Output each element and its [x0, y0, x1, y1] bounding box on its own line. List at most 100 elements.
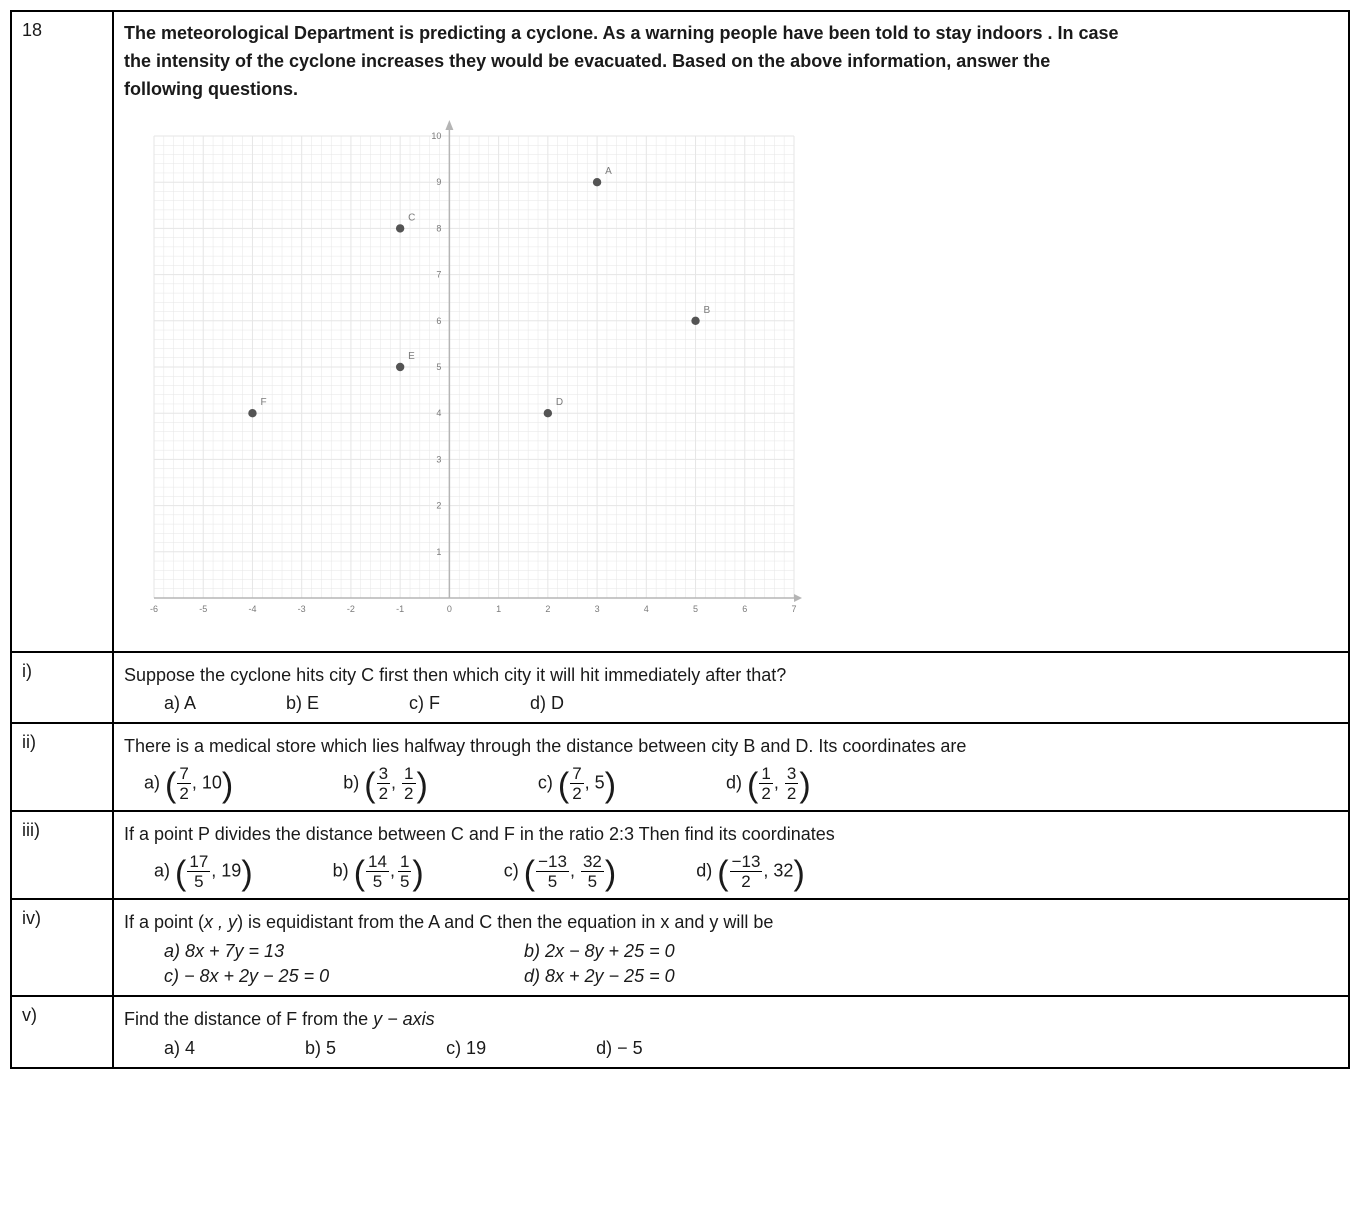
svg-text:-5: -5: [199, 604, 207, 614]
row-q3: iii) If a point P divides the distance b…: [11, 811, 1349, 899]
svg-text:-4: -4: [248, 604, 256, 614]
opt-label: b): [333, 860, 349, 880]
q5-options: a) 4 b) 5 c) 19 d) − 5: [124, 1038, 1338, 1059]
svg-text:1: 1: [436, 546, 441, 556]
q4-text-xy: x , y: [204, 912, 237, 932]
opt-label: d): [696, 860, 712, 880]
svg-text:6: 6: [436, 315, 441, 325]
q2-opt-a: a) (72, 10): [144, 765, 233, 802]
left-paren-icon: (: [558, 767, 569, 805]
q4-number: iv): [11, 899, 113, 996]
svg-text:-6: -6: [150, 604, 158, 614]
opt-label: b): [343, 773, 359, 793]
svg-text:5: 5: [436, 362, 441, 372]
q3-opt-d: d) (−132, 32): [696, 853, 805, 890]
left-paren-icon: (: [524, 854, 535, 892]
right-paren-icon: ): [799, 767, 810, 805]
opt-label: a): [154, 860, 170, 880]
q5-opt-a: a) 4: [164, 1038, 195, 1059]
fraction: −135: [536, 853, 569, 890]
q3-options: a) (175, 19) b) (145,15) c) (−135, 325) …: [124, 853, 1338, 890]
intro-cell: The meteorological Department is predict…: [113, 11, 1349, 652]
q4-opt-d: d) 8x + 2y − 25 = 0: [524, 966, 884, 987]
svg-text:-3: -3: [298, 604, 306, 614]
svg-text:C: C: [408, 212, 415, 223]
q1-text: Suppose the cyclone hits city C first th…: [124, 661, 1338, 690]
svg-text:0: 0: [447, 604, 452, 614]
row-q5: v) Find the distance of F from the y − a…: [11, 996, 1349, 1068]
q2-number: ii): [11, 723, 113, 811]
fraction: 32: [377, 765, 390, 802]
opt-label: d): [726, 773, 742, 793]
left-paren-icon: (: [364, 767, 375, 805]
fraction: 175: [187, 853, 210, 890]
q1-number: i): [11, 652, 113, 724]
left-paren-icon: (: [354, 854, 365, 892]
row-q1: i) Suppose the cyclone hits city C first…: [11, 652, 1349, 724]
left-paren-icon: (: [717, 854, 728, 892]
right-paren-icon: ): [793, 854, 804, 892]
fraction: 15: [398, 853, 411, 890]
q3-number: iii): [11, 811, 113, 899]
q1-opt-c: c) F: [409, 693, 440, 714]
right-paren-icon: ): [222, 767, 233, 805]
q1-opt-a: a) A: [164, 693, 196, 714]
q4-text-suffix: ) is equidistant from the A and C then t…: [237, 912, 773, 932]
right-paren-icon: ): [417, 767, 428, 805]
right-paren-icon: ): [412, 854, 423, 892]
svg-text:-1: -1: [396, 604, 404, 614]
q5-text-prefix: Find the distance of F from the: [124, 1009, 373, 1029]
q3-text: If a point P divides the distance betwee…: [124, 820, 1338, 849]
right-paren-icon: ): [241, 854, 252, 892]
svg-text:3: 3: [436, 454, 441, 464]
q4-opt-a: a) 8x + 7y = 13: [164, 941, 524, 962]
opt-label: c): [538, 773, 553, 793]
right-paren-icon: ): [605, 767, 616, 805]
svg-text:2: 2: [436, 500, 441, 510]
q4-text-prefix: If a point (: [124, 912, 204, 932]
fraction: 32: [785, 765, 798, 802]
row-q2: ii) There is a medical store which lies …: [11, 723, 1349, 811]
q2-opt-b: b) (32, 12): [343, 765, 428, 802]
svg-text:A: A: [605, 166, 612, 177]
q5-text-yaxis: y − axis: [373, 1009, 435, 1029]
fraction: 12: [402, 765, 415, 802]
right-paren-icon: ): [605, 854, 616, 892]
svg-text:3: 3: [595, 604, 600, 614]
q2-text: There is a medical store which lies half…: [124, 732, 1224, 761]
q4-opt-c: c) − 8x + 2y − 25 = 0: [164, 966, 524, 987]
svg-text:6: 6: [742, 604, 747, 614]
fraction: 12: [759, 765, 772, 802]
q4-options: a) 8x + 7y = 13 b) 2x − 8y + 25 = 0 c) −…: [124, 941, 1338, 987]
opt-label: a): [144, 773, 160, 793]
left-paren-icon: (: [747, 767, 758, 805]
q5-opt-c: c) 19: [446, 1038, 486, 1059]
svg-text:1: 1: [496, 604, 501, 614]
svg-text:2: 2: [545, 604, 550, 614]
q3-opt-a: a) (175, 19): [154, 853, 253, 890]
row-intro: 18 The meteorological Department is pred…: [11, 11, 1349, 652]
left-paren-icon: (: [175, 854, 186, 892]
row-q4: iv) If a point (x , y) is equidistant fr…: [11, 899, 1349, 996]
fraction: 325: [581, 853, 604, 890]
q4-opt-b: b) 2x − 8y + 25 = 0: [524, 941, 884, 962]
q2-opt-d: d) (12, 32): [726, 765, 811, 802]
q2-opt-c: c) (72, 5): [538, 765, 616, 802]
fraction: −132: [730, 853, 763, 890]
q3-opt-b: b) (145,15): [333, 853, 424, 890]
q2-cell: There is a medical store which lies half…: [113, 723, 1349, 811]
q5-number: v): [11, 996, 113, 1068]
fraction: 145: [366, 853, 389, 890]
svg-text:7: 7: [436, 269, 441, 279]
question-number: 18: [11, 11, 113, 652]
svg-text:9: 9: [436, 177, 441, 187]
graph-container: -6-5-4-3-2-10123456712345678910ABCDEF: [124, 118, 1338, 633]
coordinate-graph: -6-5-4-3-2-10123456712345678910ABCDEF: [124, 118, 824, 628]
svg-text:8: 8: [436, 223, 441, 233]
opt-label: c): [504, 860, 519, 880]
svg-text:5: 5: [693, 604, 698, 614]
q1-opt-b: b) E: [286, 693, 319, 714]
q2-options: a) (72, 10) b) (32, 12) c) (72, 5) d) (1…: [124, 765, 1338, 802]
svg-text:4: 4: [644, 604, 649, 614]
questions-table: 18 The meteorological Department is pred…: [10, 10, 1350, 1069]
